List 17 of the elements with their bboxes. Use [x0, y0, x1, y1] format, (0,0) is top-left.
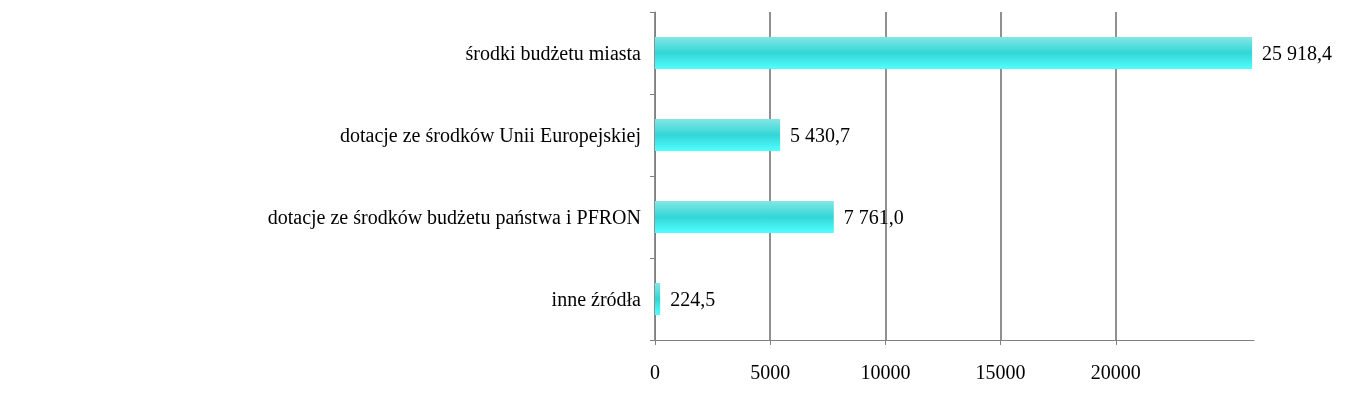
x-tick-label: 15000 — [975, 361, 1026, 383]
y-tick-label: dotacje ze środków Unii Europejskiej — [339, 124, 641, 147]
x-tick-label: 0 — [650, 361, 660, 383]
data-label: 5 430,7 — [790, 124, 851, 146]
bar — [655, 201, 834, 233]
x-tick-label: 20000 — [1090, 361, 1141, 383]
bar — [655, 283, 661, 315]
data-label: 224,5 — [670, 288, 716, 310]
data-label: 7 761,0 — [843, 206, 904, 228]
bar — [655, 119, 781, 151]
y-tick-label: dotacje ze środków budżetu państwa i PFRON — [267, 206, 641, 229]
y-tick-label: inne źródła — [551, 288, 642, 310]
x-tick-label: 5000 — [750, 361, 791, 383]
bar — [655, 37, 1253, 69]
data-label: 25 918,4 — [1262, 42, 1333, 64]
x-tick-label: 10000 — [860, 361, 911, 383]
y-tick-label: środki budżetu miasta — [465, 42, 642, 64]
